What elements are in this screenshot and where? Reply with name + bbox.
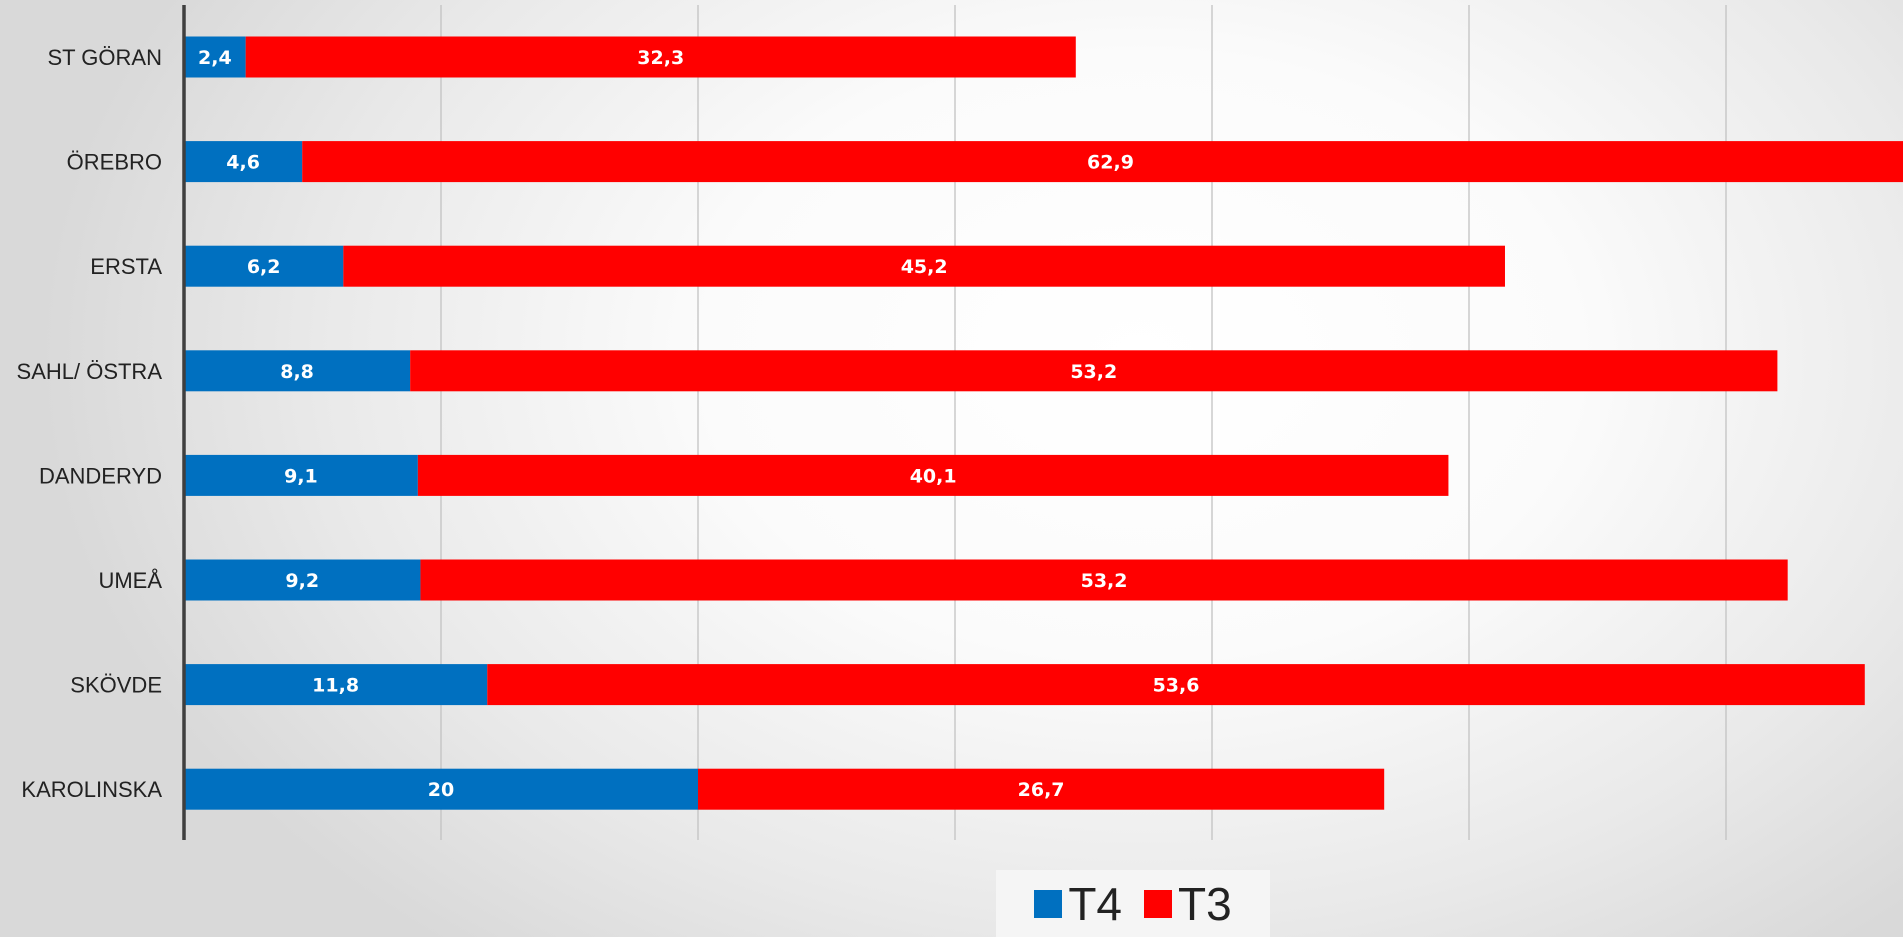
bar-t3-örebro	[302, 141, 1903, 183]
category-label: ERSTA	[90, 254, 162, 279]
bar-t4-skövde	[184, 664, 488, 706]
category-label: UMEÅ	[98, 568, 162, 593]
category-label: SAHL/ ÖSTRA	[17, 359, 163, 384]
bars	[184, 36, 1903, 810]
legend: T4 T3	[996, 870, 1270, 937]
legend-swatch-t4	[1034, 889, 1063, 918]
category-label: SKÖVDE	[70, 673, 162, 698]
bar-t4-st-göran	[184, 36, 246, 78]
data-label-t3: 26,7	[1018, 779, 1065, 801]
legend-label-t4: T4	[1068, 877, 1122, 930]
bar-t4-örebro	[184, 141, 303, 183]
data-label-t4: 2,4	[198, 47, 232, 69]
bar-t4-karolinska	[184, 768, 698, 810]
category-label: ST GÖRAN	[47, 45, 162, 70]
data-label-t3: 45,2	[901, 256, 948, 278]
category-label: ÖREBRO	[67, 150, 162, 175]
bar-t4-danderyd	[184, 454, 418, 496]
category-labels: ST GÖRAN ÖREBRO ERSTA SAHL/ ÖSTRA DANDERYD UM…	[17, 45, 163, 802]
bar-t3-st-göran	[245, 36, 1076, 78]
data-label-t4: 9,1	[284, 465, 318, 487]
bar-t4-sahl-östra	[184, 350, 411, 392]
data-label-t4: 20	[428, 779, 454, 801]
data-label-t3: 53,6	[1153, 675, 1200, 697]
legend-item-t3: T3	[1144, 881, 1232, 927]
legend-swatch-t3	[1144, 889, 1172, 918]
bar-t3-danderyd	[417, 454, 1449, 496]
data-label-t4: 4,6	[226, 152, 260, 174]
data-label-t4: 11,8	[312, 675, 359, 697]
data-label-t3: 32,3	[637, 47, 684, 69]
gridlines	[440, 5, 1727, 840]
data-label-t3: 40,1	[910, 465, 957, 487]
data-label-t3: 53,2	[1070, 361, 1117, 383]
data-label-t3: 62,9	[1087, 152, 1134, 174]
bar-t3-karolinska	[698, 768, 1385, 810]
bar-t4-ersta	[184, 245, 344, 287]
data-label-t3: 53,2	[1081, 570, 1128, 592]
value-labels: 2,4 32,3 4,6 62,9 6,2 45,2 8,8 53,2 9,1 40,1 9,2 53…	[198, 47, 1199, 801]
category-label: DANDERYD	[39, 463, 162, 488]
bar-t3-umeå	[420, 559, 1788, 601]
data-label-t4: 6,2	[247, 256, 281, 278]
data-label-t4: 9,2	[285, 570, 319, 592]
bar-t3-skövde	[487, 664, 1865, 706]
stacked-bar-chart: 2,4 32,3 4,6 62,9 6,2 45,2 8,8 53,2 9,1 40,1 9,2 53…	[17, 5, 1903, 840]
category-label: KAROLINSKA	[21, 777, 162, 802]
legend-label-t3: T3	[1178, 877, 1232, 930]
data-label-t4: 8,8	[280, 361, 314, 383]
bar-t4-umeå	[184, 559, 421, 601]
legend-item-t4: T4	[1034, 881, 1122, 927]
bar-t3-ersta	[343, 245, 1505, 287]
bar-t3-sahl-östra	[410, 350, 1778, 392]
